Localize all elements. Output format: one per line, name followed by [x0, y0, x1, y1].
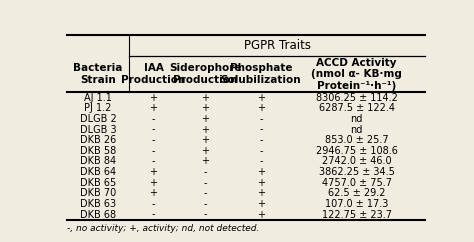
Text: -: - [259, 114, 263, 124]
Text: DLGB 3: DLGB 3 [80, 125, 116, 135]
Text: Bacteria
Strain: Bacteria Strain [73, 63, 123, 85]
Text: 4757.0 ± 75.7: 4757.0 ± 75.7 [322, 178, 392, 188]
Text: 8306.25 ± 114.2: 8306.25 ± 114.2 [316, 93, 398, 103]
Text: nd: nd [351, 114, 363, 124]
Text: +: + [257, 199, 265, 209]
Text: -: - [204, 178, 207, 188]
Text: -: - [152, 199, 155, 209]
Text: +: + [149, 103, 157, 113]
Text: 107.0 ± 17.3: 107.0 ± 17.3 [325, 199, 388, 209]
Text: +: + [257, 167, 265, 177]
Text: +: + [257, 210, 265, 219]
Text: 62.5 ± 29.2: 62.5 ± 29.2 [328, 188, 385, 198]
Text: DKB 84: DKB 84 [80, 156, 116, 166]
Text: -, no activity; +, activity; nd, not detected.: -, no activity; +, activity; nd, not det… [66, 224, 259, 233]
Text: +: + [149, 167, 157, 177]
Text: PJ 1.2: PJ 1.2 [84, 103, 111, 113]
Text: +: + [201, 156, 210, 166]
Text: Phosphate
Solubilization: Phosphate Solubilization [220, 63, 301, 85]
Text: DKB 65: DKB 65 [80, 178, 116, 188]
Text: +: + [149, 178, 157, 188]
Text: +: + [257, 188, 265, 198]
Text: +: + [201, 125, 210, 135]
Text: -: - [259, 135, 263, 145]
Text: DKB 64: DKB 64 [80, 167, 116, 177]
Text: 2946.75 ± 108.6: 2946.75 ± 108.6 [316, 146, 398, 156]
Text: +: + [257, 103, 265, 113]
Text: +: + [201, 93, 210, 103]
Text: 2742.0 ± 46.0: 2742.0 ± 46.0 [322, 156, 392, 166]
Text: Siderophore
Production: Siderophore Production [169, 63, 242, 85]
Text: DKB 26: DKB 26 [80, 135, 116, 145]
Text: +: + [149, 93, 157, 103]
Text: 853.0 ± 25.7: 853.0 ± 25.7 [325, 135, 389, 145]
Text: PGPR Traits: PGPR Traits [244, 39, 310, 52]
Text: DKB 70: DKB 70 [80, 188, 116, 198]
Text: DKB 58: DKB 58 [80, 146, 116, 156]
Text: +: + [257, 178, 265, 188]
Text: -: - [204, 210, 207, 219]
Text: ACCD Activity
(nmol α- KB·mg
Protein⁻¹·h⁻¹): ACCD Activity (nmol α- KB·mg Protein⁻¹·h… [311, 58, 402, 91]
Text: -: - [152, 210, 155, 219]
Text: -: - [259, 146, 263, 156]
Text: +: + [201, 103, 210, 113]
Text: DKB 68: DKB 68 [80, 210, 116, 219]
Text: -: - [204, 199, 207, 209]
Text: +: + [257, 93, 265, 103]
Text: DLGB 2: DLGB 2 [80, 114, 116, 124]
Text: +: + [201, 135, 210, 145]
Text: +: + [201, 114, 210, 124]
Text: IAA
Production: IAA Production [121, 63, 186, 85]
Text: -: - [152, 114, 155, 124]
Text: DKB 63: DKB 63 [80, 199, 116, 209]
Text: -: - [259, 156, 263, 166]
Text: 122.75 ± 23.7: 122.75 ± 23.7 [322, 210, 392, 219]
Text: -: - [152, 135, 155, 145]
Text: -: - [204, 167, 207, 177]
Text: -: - [152, 156, 155, 166]
Text: -: - [152, 125, 155, 135]
Text: -: - [204, 188, 207, 198]
Text: 6287.5 ± 122.4: 6287.5 ± 122.4 [319, 103, 395, 113]
Text: +: + [201, 146, 210, 156]
Text: +: + [149, 188, 157, 198]
Text: AJ 1.1: AJ 1.1 [84, 93, 112, 103]
Text: -: - [259, 125, 263, 135]
Text: nd: nd [351, 125, 363, 135]
Text: -: - [152, 146, 155, 156]
Text: 3862.25 ± 34.5: 3862.25 ± 34.5 [319, 167, 395, 177]
